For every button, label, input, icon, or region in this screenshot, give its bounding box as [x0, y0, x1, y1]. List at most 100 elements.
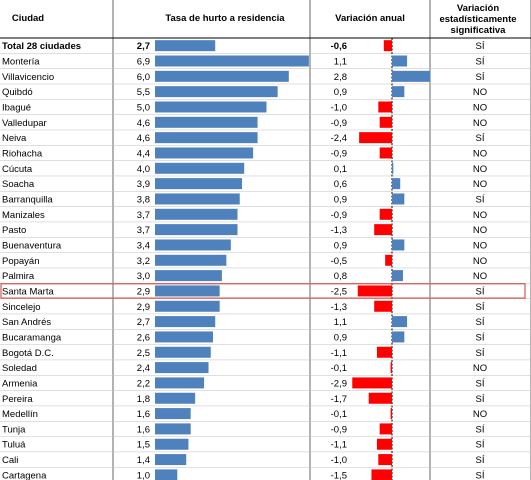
header-significant-line1: Variación	[457, 3, 499, 14]
rate-value-label: 2,2	[137, 378, 150, 389]
rate-bar	[155, 331, 213, 343]
change-value-label: 1,1	[334, 317, 347, 328]
change-bar	[392, 331, 405, 343]
rate-bar	[155, 377, 205, 389]
change-bar	[379, 116, 392, 128]
change-value-label: -1,7	[331, 394, 347, 405]
rate-value-label: 4,0	[137, 164, 150, 175]
header-change: Variación anual	[335, 13, 405, 24]
rate-bar	[155, 40, 216, 52]
rate-value-label: 6,0	[137, 72, 150, 83]
rate-value-label: 1,4	[137, 455, 150, 466]
change-bar	[378, 101, 392, 113]
table-row: Valledupar 4,6 -0,9 NO	[2, 116, 487, 129]
change-value-label: -0,9	[331, 210, 347, 221]
change-bar	[378, 454, 392, 466]
table-row: Villavicencio 6,0 2,8 SÍ	[2, 70, 485, 83]
table-row: Bogotá D.C. 2,5 -1,1 SÍ	[2, 346, 485, 359]
rate-value-label: 2,5	[137, 348, 150, 359]
city-label: Neiva	[2, 133, 27, 144]
rate-bar	[155, 454, 187, 466]
table-row: Total 28 ciudades 2,7 -0,6 SÍ	[2, 40, 485, 52]
city-label: Ibagué	[2, 102, 31, 113]
rate-bar	[155, 193, 240, 205]
rate-value-label: 1,6	[137, 424, 150, 435]
city-label: Quibdó	[2, 87, 33, 98]
change-value-label: 0,9	[334, 87, 347, 98]
rate-value-label: 2,7	[137, 317, 150, 328]
table-row: Pasto 3,7 -1,3 NO	[2, 224, 487, 236]
city-label: Popayán	[2, 256, 40, 267]
significance-label: NO	[473, 179, 487, 190]
significance-label: SÍ	[476, 194, 485, 205]
change-bar	[379, 208, 392, 220]
change-bar	[392, 193, 405, 205]
change-value-label: 0,1	[334, 164, 347, 175]
significance-label: SÍ	[476, 133, 485, 144]
city-label: Santa Marta	[2, 286, 54, 297]
table-row: Quibdó 5,5 0,9 NO	[2, 86, 487, 98]
city-label: Tunja	[2, 424, 26, 435]
rate-value-label: 5,0	[137, 102, 150, 113]
change-bar	[374, 224, 392, 236]
significance-label: NO	[473, 164, 487, 175]
rate-bar	[155, 300, 220, 312]
rate-bar	[155, 101, 267, 113]
city-label: Soledad	[2, 363, 37, 374]
change-value-label: 0,9	[334, 240, 347, 251]
change-value-label: -1,3	[331, 302, 347, 313]
header-city: Ciudad	[12, 13, 44, 24]
change-bar	[374, 300, 392, 312]
significance-label: NO	[473, 210, 487, 221]
change-value-label: -1,0	[331, 455, 347, 466]
table-row: Tunja 1,6 -0,9 SÍ	[2, 423, 485, 435]
city-label: Riohacha	[2, 148, 43, 159]
change-value-label: 0,9	[334, 194, 347, 205]
rate-value-label: 4,4	[137, 148, 150, 159]
rate-value-label: 3,7	[137, 225, 150, 236]
rate-bar	[155, 162, 245, 174]
city-label: Bucaramanga	[2, 332, 62, 343]
change-value-label: 0,9	[334, 332, 347, 343]
city-label: Soacha	[2, 179, 35, 190]
table-row: Cúcuta 4,0 0,1 NO	[2, 162, 487, 175]
change-value-label: -1,1	[331, 440, 347, 451]
significance-label: SÍ	[476, 286, 485, 297]
change-bar	[385, 254, 392, 266]
table-row: Tuluá 1,5 -1,1 SÍ	[2, 438, 485, 451]
significance-label: NO	[473, 118, 487, 129]
rate-bar	[155, 86, 278, 98]
table-row: Pereira 1,8 -1,7 SÍ	[2, 392, 485, 405]
rate-value-label: 2,6	[137, 332, 150, 343]
change-value-label: -1,0	[331, 102, 347, 113]
city-label: Cartagena	[2, 470, 47, 480]
significance-label: NO	[473, 225, 487, 236]
change-value-label: -0,1	[331, 409, 347, 420]
city-label: Armenia	[2, 378, 38, 389]
significance-label: NO	[473, 363, 487, 374]
city-label: San Andrés	[2, 317, 51, 328]
significance-label: NO	[473, 409, 487, 420]
change-value-label: -0,9	[331, 118, 347, 129]
rate-bar	[155, 316, 216, 328]
change-bar	[390, 408, 392, 420]
table-row: Riohacha 4,4 -0,9 NO	[2, 147, 487, 159]
rate-bar	[155, 239, 231, 251]
table-row: Soledad 2,4 -0,1 NO	[2, 362, 487, 374]
change-value-label: -0,9	[331, 424, 347, 435]
rate-bar	[155, 132, 258, 144]
change-bar	[392, 239, 405, 251]
rate-bar	[155, 55, 309, 67]
header-rate: Tasa de hurto a residencia	[165, 13, 285, 24]
significance-label: NO	[473, 87, 487, 98]
rate-bar	[155, 408, 191, 420]
rate-value-label: 2,9	[137, 302, 150, 313]
rate-bar	[155, 346, 211, 358]
change-bar	[392, 178, 401, 190]
change-bar	[383, 40, 392, 52]
change-bar	[392, 70, 431, 82]
change-value-label: -0,9	[331, 148, 347, 159]
table-row: Ibagué 5,0 -1,0 NO	[2, 101, 487, 113]
rate-value-label: 3,2	[137, 256, 150, 267]
city-label: Bogotá D.C.	[2, 348, 54, 359]
